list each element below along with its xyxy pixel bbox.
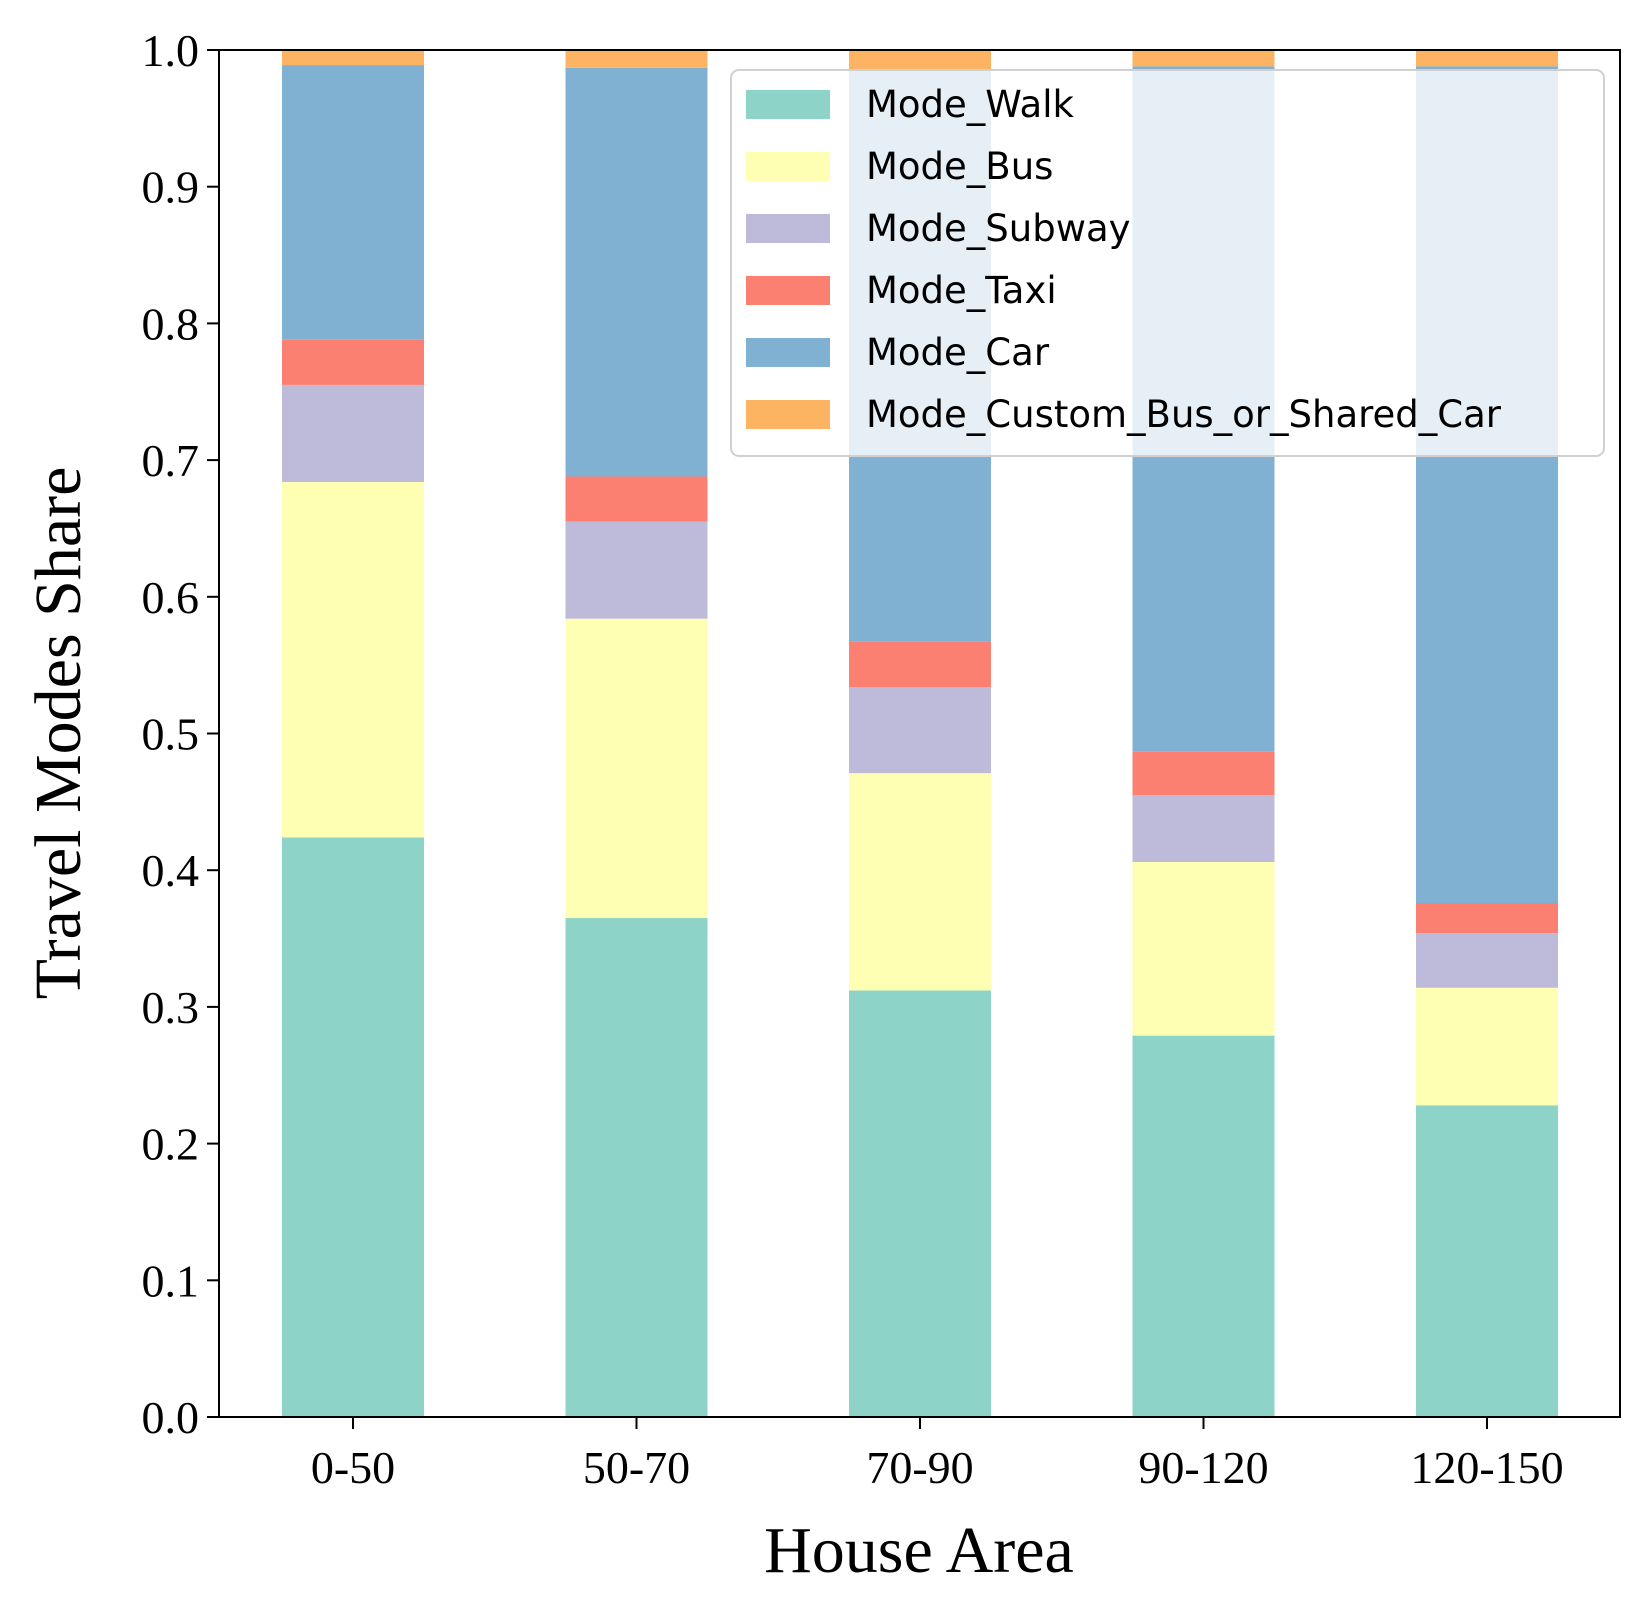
x-tick-label: 0-50 xyxy=(311,1442,395,1493)
bar-segment-mode-subway-1 xyxy=(565,521,708,619)
bar-segment-mode-taxi-4 xyxy=(1416,903,1558,934)
y-tick-label: 1.0 xyxy=(142,25,200,76)
legend-swatch-mode-car xyxy=(746,338,830,367)
y-tick-label: 0.0 xyxy=(142,1392,200,1443)
legend-swatch-mode-custom-bus-or-shared-car xyxy=(746,400,830,429)
bar-segment-mode-subway-3 xyxy=(1132,795,1275,862)
bar-segment-mode-taxi-3 xyxy=(1132,751,1275,796)
bar-segment-mode-walk-4 xyxy=(1416,1105,1558,1417)
y-tick-label: 0.3 xyxy=(142,982,200,1033)
legend-swatch-mode-subway xyxy=(746,214,830,243)
bar-segment-mode-walk-1 xyxy=(565,918,708,1417)
bar-segment-mode-subway-4 xyxy=(1416,933,1558,988)
x-tick-label: 120-150 xyxy=(1410,1442,1563,1493)
legend-label-mode-custom-bus-or-shared-car: Mode_Custom_Bus_or_Shared_Car xyxy=(866,393,1502,436)
legend-frame xyxy=(730,69,1605,457)
bar-segment-mode-custom-bus-or-shared-car-3 xyxy=(1132,50,1275,67)
x-axis-title: House Area xyxy=(764,1514,1074,1587)
bar-segment-mode-custom-bus-or-shared-car-4 xyxy=(1416,50,1558,67)
legend-swatch-mode-walk xyxy=(746,90,830,119)
y-tick-label: 0.9 xyxy=(142,162,200,213)
x-axis: 0-50 50-70 70-90 90-120 120-150 xyxy=(311,1417,1564,1493)
bar-segment-mode-walk-2 xyxy=(849,990,991,1417)
legend-label-mode-walk: Mode_Walk xyxy=(866,83,1074,126)
y-tick-label: 0.1 xyxy=(142,1255,200,1306)
bar-segment-mode-walk-0 xyxy=(282,837,424,1417)
bar-segment-mode-taxi-1 xyxy=(565,476,708,522)
bar-segment-mode-subway-2 xyxy=(849,687,991,774)
legend-label-mode-car: Mode_Car xyxy=(866,331,1050,374)
legend: Mode_Walk Mode_Bus Mode_Subway Mode_Taxi Mod… xyxy=(730,69,1605,457)
bar-segment-mode-custom-bus-or-shared-car-0 xyxy=(282,50,424,66)
bar-segment-mode-bus-0 xyxy=(282,481,424,838)
legend-label-mode-subway: Mode_Subway xyxy=(866,207,1131,250)
y-axis: 0.0 0.1 0.2 0.3 0.4 0.5 0.6 0.7 0.8 0.9 1.0 xyxy=(142,25,219,1443)
x-tick-label: 90-120 xyxy=(1138,1442,1268,1493)
x-tick-label: 70-90 xyxy=(866,1442,973,1493)
legend-label-mode-bus: Mode_Bus xyxy=(866,145,1053,188)
bar-segment-mode-bus-1 xyxy=(565,618,708,919)
legend-swatch-mode-taxi xyxy=(746,276,830,305)
y-tick-label: 0.5 xyxy=(142,709,200,760)
bar-segment-mode-custom-bus-or-shared-car-1 xyxy=(565,50,708,68)
bar-segment-mode-taxi-2 xyxy=(849,641,991,688)
x-tick-label: 50-70 xyxy=(583,1442,690,1493)
bar-segment-mode-custom-bus-or-shared-car-2 xyxy=(849,50,991,70)
y-tick-label: 0.2 xyxy=(142,1119,200,1170)
y-axis-title: Travel Modes Share xyxy=(22,467,95,1000)
bar-segment-mode-bus-2 xyxy=(849,773,991,991)
bar-segment-mode-bus-3 xyxy=(1132,861,1275,1036)
bar-segment-mode-car-1 xyxy=(565,67,708,477)
legend-swatch-mode-bus xyxy=(746,152,830,181)
bar-segment-mode-car-0 xyxy=(282,65,424,340)
y-tick-label: 0.7 xyxy=(142,435,200,486)
bar-segment-mode-bus-4 xyxy=(1416,987,1558,1106)
bar-segment-mode-subway-0 xyxy=(282,384,424,482)
y-tick-label: 0.4 xyxy=(142,845,200,896)
legend-label-mode-taxi: Mode_Taxi xyxy=(866,269,1057,312)
y-tick-label: 0.8 xyxy=(142,298,200,349)
bar-segment-mode-walk-3 xyxy=(1132,1035,1275,1417)
bar-segment-mode-taxi-0 xyxy=(282,339,424,385)
y-tick-label: 0.6 xyxy=(142,572,200,623)
